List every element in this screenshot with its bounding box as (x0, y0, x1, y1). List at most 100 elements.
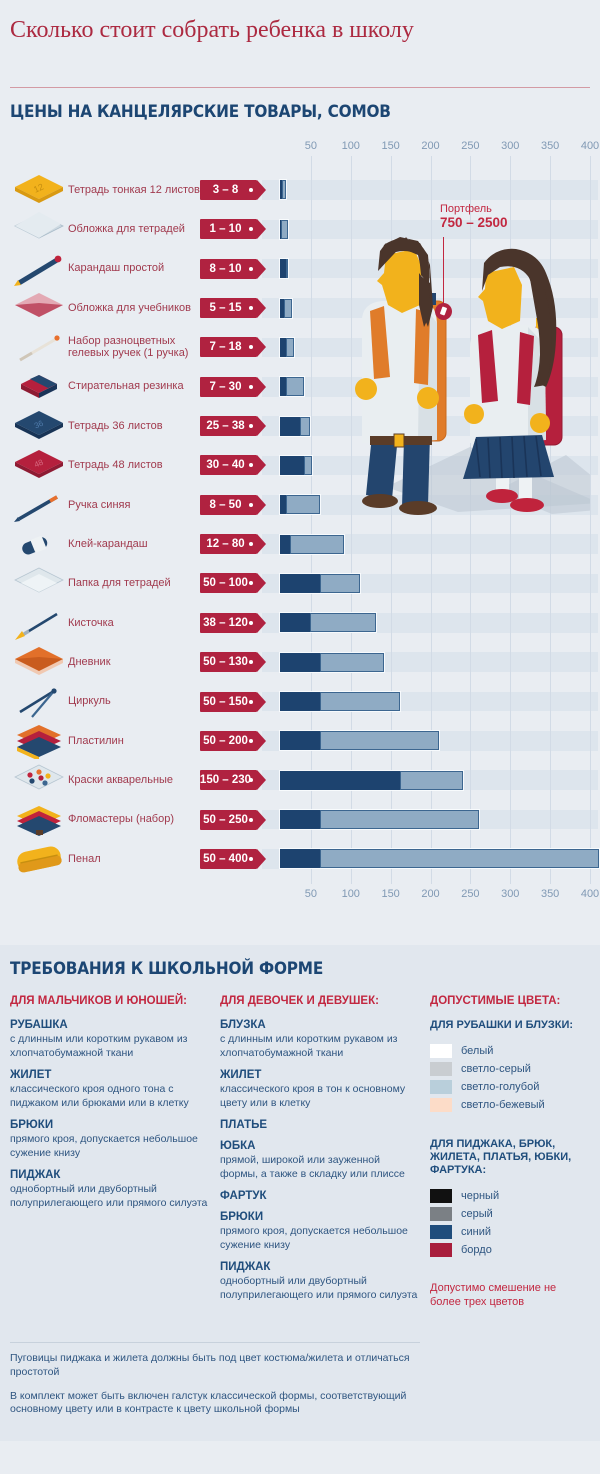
uniform-item-term: РУБАШКА (10, 1019, 68, 1031)
price-badge: 3 – 8 (200, 179, 257, 200)
annotation-range: 750 – 2500 (440, 215, 508, 230)
price-bar (280, 731, 440, 751)
chart-row: Набор разноцветных гелевых ручек (1 ручк… (10, 328, 590, 367)
chart-row: Кисточка 38 – 120 (10, 603, 590, 642)
price-bar (280, 259, 289, 279)
item-label: Стирательная резинка (68, 380, 184, 393)
uniform-item-term: ПИДЖАК (10, 1169, 61, 1181)
item-label: Тетрадь 36 листов (68, 419, 163, 432)
axis-tick-bottom: 350 (540, 888, 560, 900)
color-swatch-label: светло-серый (461, 1063, 531, 1075)
price-bar (280, 613, 376, 633)
item-label: Дневник (68, 655, 111, 668)
color-swatch-row: светло-голубой (430, 1080, 590, 1094)
item-label: Тетрадь 48 листов (68, 459, 163, 472)
price-bar (280, 377, 304, 397)
color-mix-note: Допустимо смешение не более трех цветов (430, 1282, 557, 1308)
badge-arrow (257, 337, 275, 358)
price-badge: 1 – 10 (200, 219, 257, 240)
price-badge: 25 – 38 (200, 416, 257, 437)
notebook-blue-icon: 36 (10, 408, 68, 444)
chart-row: Пластилин 50 – 200 (10, 721, 590, 760)
badge-arrow (257, 691, 275, 712)
price-bar (280, 770, 464, 790)
chart-row: 48 Тетрадь 48 листов 30 – 40 (10, 446, 590, 485)
eraser-icon (10, 369, 68, 405)
gridline (390, 156, 392, 884)
badge-arrow (257, 573, 275, 594)
price-bar (280, 298, 292, 318)
color-swatch-label: бордо (461, 1244, 492, 1256)
price-badge: 50 – 400 (200, 848, 257, 869)
price-bar (280, 416, 311, 436)
uniform-item-term: ЖИЛЕТ (220, 1069, 262, 1081)
uniform-item-desc: с длинным или коротким рукавом из хлопча… (10, 1033, 188, 1059)
badge-arrow (257, 179, 275, 200)
uniform-item-term: ЮБКА (220, 1140, 256, 1152)
uniform-item-term: БРЮКИ (220, 1211, 264, 1223)
axis-tick-top: 100 (341, 140, 360, 152)
compass-icon (10, 684, 68, 720)
item-label: Тетрадь тонкая 12 листов (68, 183, 200, 196)
price-bar (280, 573, 360, 593)
chart-row: Обложка для учебников 5 – 15 (10, 288, 590, 327)
suits-colors-title: ДЛЯ ПИДЖАКА, БРЮК, ЖИЛЕТА, ПЛАТЬЯ, ЮБКИ,… (430, 1138, 572, 1176)
badge-arrow (257, 455, 275, 476)
uniform-item-term: ФАРТУК (220, 1190, 267, 1202)
item-label: Циркуль (68, 695, 111, 708)
cover-light-icon (10, 211, 68, 247)
badge-arrow (257, 494, 275, 515)
row-band (262, 219, 598, 240)
gel-pen-icon (10, 329, 68, 365)
item-label: Обложка для учебников (68, 301, 191, 314)
color-swatch-label: черный (461, 1190, 500, 1202)
section-title-stationery: ЦЕНЫ НА КАНЦЕЛЯРСКИЕ ТОВАРЫ, СОМОВ (10, 102, 391, 122)
price-badge: 50 – 200 (200, 730, 257, 751)
uniform-note-tie: В комплект может быть включен галстук кл… (10, 1389, 407, 1416)
gridline (510, 156, 512, 884)
color-swatch-row: светло-серый (430, 1062, 590, 1076)
page-title: Сколько стоит собрать ребенка в школу (10, 17, 414, 43)
item-label: Краски акварельные (68, 773, 174, 786)
axis-tick-bottom: 200 (421, 888, 440, 900)
paints-icon (10, 762, 68, 798)
axis-tick-bottom: 100 (341, 888, 360, 900)
badge-arrow (257, 809, 275, 830)
badge-arrow (257, 534, 275, 555)
color-swatch-label: синий (461, 1226, 492, 1238)
chart-row: Дневник 50 – 130 (10, 643, 590, 682)
row-band (262, 180, 598, 200)
chart-row: Карандаш простой 8 – 10 (10, 249, 590, 288)
price-bar (280, 219, 288, 239)
price-bar (280, 455, 312, 475)
uniform-requirements-section: ТРЕБОВАНИЯ К ШКОЛЬНОЙ ФОРМЕ ДЛЯ МАЛЬЧИКО… (0, 945, 600, 1441)
glue-stick-icon (10, 526, 68, 562)
boy-figure (355, 237, 447, 515)
price-badge: 50 – 250 (200, 809, 257, 830)
notes-divider (10, 1342, 420, 1343)
notebook-red-icon: 48 (10, 447, 68, 483)
item-label: Карандаш простой (68, 262, 165, 275)
price-badge: 12 – 80 (200, 534, 257, 555)
axis-tick-top: 150 (381, 140, 400, 152)
price-bar (280, 810, 480, 830)
folder-icon (10, 565, 68, 601)
uniform-item-desc: с длинным или коротким рукавом из хлопча… (220, 1033, 398, 1059)
item-label: Набор разноцветных гелевых ручек (1 ручк… (68, 334, 189, 360)
plasticine-icon (10, 723, 68, 759)
uniform-note-buttons: Пуговицы пиджака и жилета должны быть по… (10, 1352, 410, 1378)
annotation-pointer-line (443, 237, 444, 305)
gridline (550, 156, 552, 884)
price-bar (280, 652, 384, 672)
color-swatch-row: светло-бежевый (430, 1098, 590, 1112)
axis-tick-bottom: 400 (580, 888, 600, 900)
chart-row: 36 Тетрадь 36 листов 25 – 38 (10, 406, 590, 445)
price-badge: 50 – 130 (200, 652, 257, 673)
axis-tick-top: 300 (501, 140, 520, 152)
badge-arrow (257, 770, 275, 791)
uniform-item-term: БРЮКИ (10, 1119, 54, 1131)
color-swatch-label: светло-голубой (461, 1081, 540, 1093)
gridline (470, 156, 472, 884)
axis-tick-top: 350 (540, 140, 560, 152)
uniform-item-desc: прямого кроя, допускается небольшое суже… (10, 1133, 198, 1159)
